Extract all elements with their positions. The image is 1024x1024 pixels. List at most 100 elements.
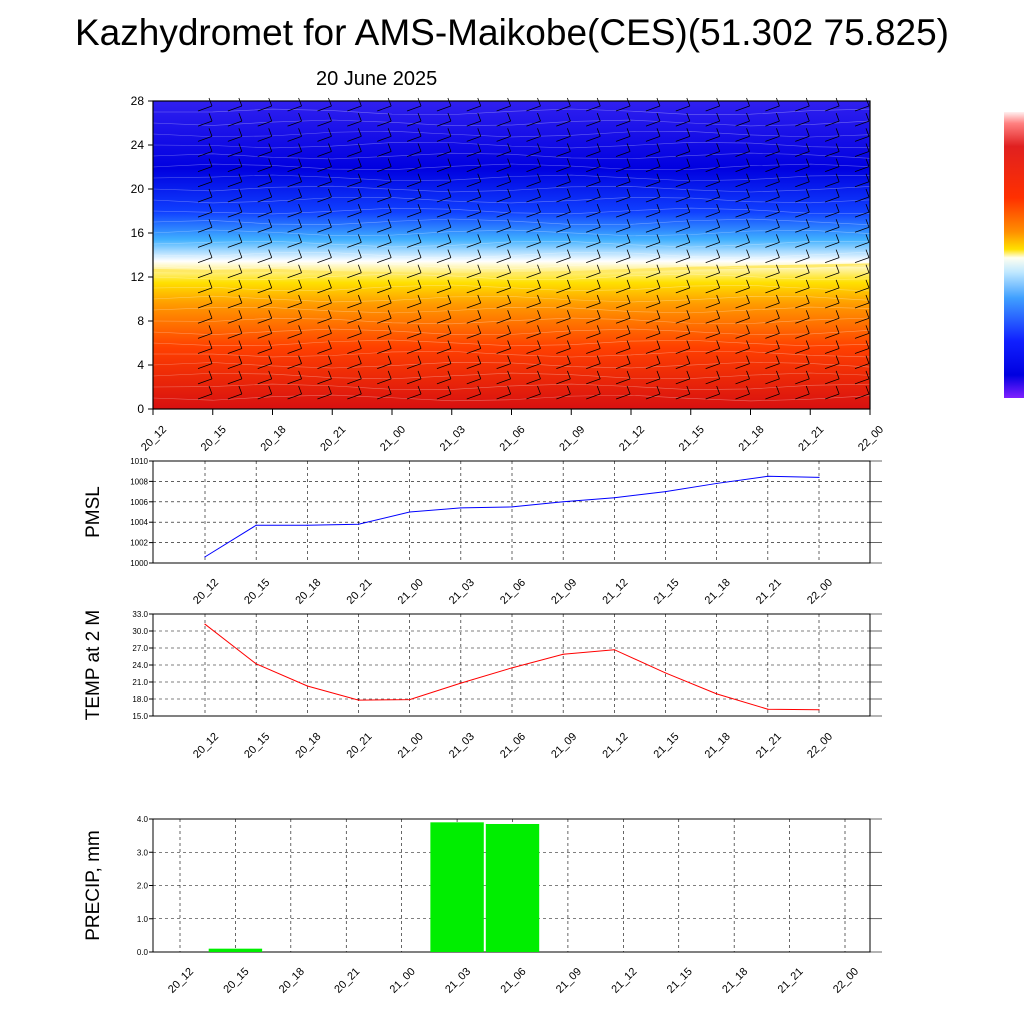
wind-barb [287, 332, 302, 339]
wind-barb-flag [835, 340, 840, 349]
wind-barb-flag [477, 234, 482, 243]
wind-barb [317, 272, 332, 279]
y-tick-label: 21.0 [132, 678, 148, 687]
wind-barb-flag [447, 249, 452, 258]
wind-barb [526, 332, 541, 339]
wind-barb-flag [387, 219, 392, 228]
wind-barb [496, 151, 511, 157]
wind-barb-flag [417, 143, 422, 152]
wind-barb-flag [447, 219, 452, 228]
wind-barb [645, 257, 661, 263]
wind-barb-flag [328, 97, 332, 107]
wind-barb-flag [477, 128, 482, 137]
wind-barb [317, 287, 332, 294]
wind-barb-flag [387, 294, 392, 304]
wind-barb-flag [776, 264, 780, 273]
wind-barb [377, 257, 392, 263]
wind-barb [735, 242, 750, 248]
wind-barb [406, 317, 422, 324]
wind-barb [675, 120, 690, 127]
wind-barb-flag [268, 294, 273, 304]
wind-barb [197, 166, 213, 173]
wind-barb [615, 181, 631, 188]
wind-barb [287, 120, 302, 127]
wind-barb [257, 287, 272, 294]
wind-barb [795, 332, 810, 339]
wind-barb [586, 363, 601, 370]
wind-barb-flag [417, 188, 422, 198]
wind-barb [705, 348, 720, 354]
wind-barb-flag [387, 355, 392, 364]
wind-barb [795, 151, 810, 157]
wind-barb [705, 135, 720, 142]
wind-barb-flag [835, 355, 840, 364]
wind-barb [825, 166, 840, 173]
wind-barb [466, 196, 481, 203]
wind-barb-flag [835, 97, 840, 107]
wind-barb-flag [357, 234, 362, 243]
wind-barb [227, 166, 242, 173]
wind-barb-flag [865, 355, 870, 364]
wind-barb [675, 363, 690, 370]
y-tick-label: 8 [137, 314, 144, 328]
temp-point [767, 708, 769, 710]
wind-barb [735, 135, 750, 142]
y-tick-label: 16 [131, 226, 145, 240]
wind-barb-flag [357, 158, 362, 167]
wind-barb [227, 257, 242, 263]
wind-barb [615, 120, 631, 127]
wind-barb-flag [238, 325, 243, 334]
wind-barb [526, 211, 541, 218]
wind-barb-flag [417, 97, 422, 107]
wind-barb-flag [656, 249, 661, 258]
wind-barb-flag [566, 113, 571, 122]
wind-barb-flag [387, 310, 392, 319]
wind-barb-flag [328, 173, 332, 182]
wind-barb [466, 226, 481, 233]
wind-barb-flag [686, 143, 691, 152]
wind-barb [317, 317, 332, 324]
wind-barb-flag [746, 385, 750, 395]
wind-barb [257, 317, 272, 324]
wind-barb [496, 332, 511, 339]
wind-barb [586, 135, 601, 142]
wind-barb-flag [746, 279, 750, 289]
wind-barb [825, 257, 840, 263]
wind-barb-flag [328, 113, 332, 122]
wind-barb [257, 363, 272, 370]
wind-barb [735, 151, 750, 157]
wind-barb-flag [865, 370, 870, 379]
y-tick-label: 20 [131, 182, 145, 196]
x-tick-label: 21_21 [754, 731, 784, 761]
wind-barb [556, 181, 571, 188]
wind-barb-flag [357, 310, 362, 319]
pmsl-point [716, 482, 718, 485]
wind-barb-flag [537, 97, 541, 107]
wind-barb-flag [865, 279, 870, 289]
wind-barb-flag [328, 340, 332, 349]
wind-barb [347, 348, 362, 354]
wind-barb [825, 363, 840, 370]
wind-barb-flag [805, 310, 810, 319]
wind-barb-flag [835, 219, 840, 228]
wind-barb-flag [328, 143, 332, 152]
wind-barb [675, 181, 690, 188]
freezing-level-line [152, 263, 871, 277]
wind-barb-flag [537, 264, 541, 273]
x-tick-label: 21_18 [737, 424, 767, 454]
wind-barb-flag [537, 143, 541, 152]
wind-barb [615, 105, 631, 112]
wind-barb [705, 317, 720, 324]
wind-barb-flag [537, 173, 541, 182]
wind-barb [854, 272, 870, 279]
wind-barb [765, 378, 780, 385]
wind-barb-flag [537, 158, 541, 167]
wind-barb [347, 135, 362, 142]
wind-barb [496, 242, 511, 248]
wind-barb [287, 135, 302, 142]
wind-barb-flag [835, 385, 840, 395]
wind-barb-flag [686, 128, 691, 137]
wind-barb-flag [716, 219, 721, 228]
wind-barb-flag [686, 340, 691, 349]
wind-barb-flag [447, 234, 452, 243]
